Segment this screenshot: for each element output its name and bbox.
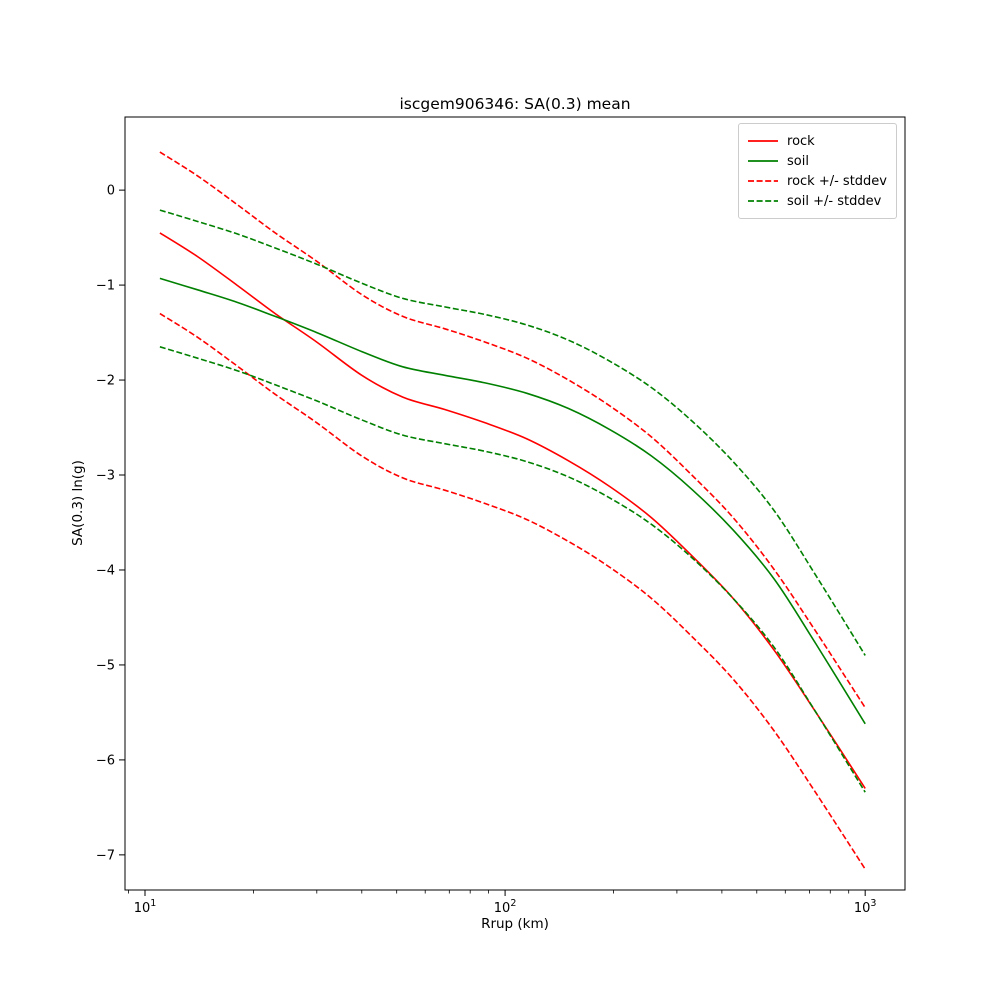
legend-item: soil +/- stddev (748, 191, 887, 211)
legend-label: soil (787, 153, 809, 169)
series-soil (159, 277, 866, 725)
y-tick-label: −4 (96, 563, 115, 578)
legend-item: rock +/- stddev (748, 171, 887, 191)
legend-line-swatch (748, 200, 779, 202)
x-tick-label: 102 (494, 898, 517, 916)
series-rock-stddev (159, 151, 866, 709)
y-tick-label: 0 (107, 184, 115, 199)
y-tick-label: −3 (96, 469, 115, 484)
y-tick-label: −1 (96, 279, 115, 294)
legend-label: soil +/- stddev (787, 193, 882, 209)
series-rock (159, 232, 866, 789)
y-tick-label: −7 (96, 848, 115, 863)
x-tick-label: 103 (854, 898, 877, 916)
chart-title: iscgem906346: SA(0.3) mean (399, 95, 631, 113)
x-axis-label: Rrup (km) (481, 916, 549, 932)
series-rock-stddev (159, 312, 866, 870)
series-soil-stddev (159, 209, 866, 656)
y-axis-label: SA(0.3) ln(g) (70, 460, 86, 546)
legend-label: rock (787, 133, 815, 149)
legend-line-swatch (748, 160, 779, 162)
x-tick-label: 101 (134, 898, 157, 916)
legend-line-swatch (748, 140, 779, 142)
legend-item: rock (748, 131, 887, 151)
y-tick-label: −2 (96, 374, 115, 389)
axes-frame (124, 116, 906, 891)
y-tick-label: −6 (96, 753, 115, 768)
series-soil-stddev (159, 346, 866, 793)
legend-line-swatch (748, 180, 779, 182)
y-tick-label: −5 (96, 658, 115, 673)
legend-item: soil (748, 151, 887, 171)
legend: rock soil rock +/- stddev soil +/- stddev (738, 123, 897, 219)
legend-label: rock +/- stddev (787, 173, 887, 189)
